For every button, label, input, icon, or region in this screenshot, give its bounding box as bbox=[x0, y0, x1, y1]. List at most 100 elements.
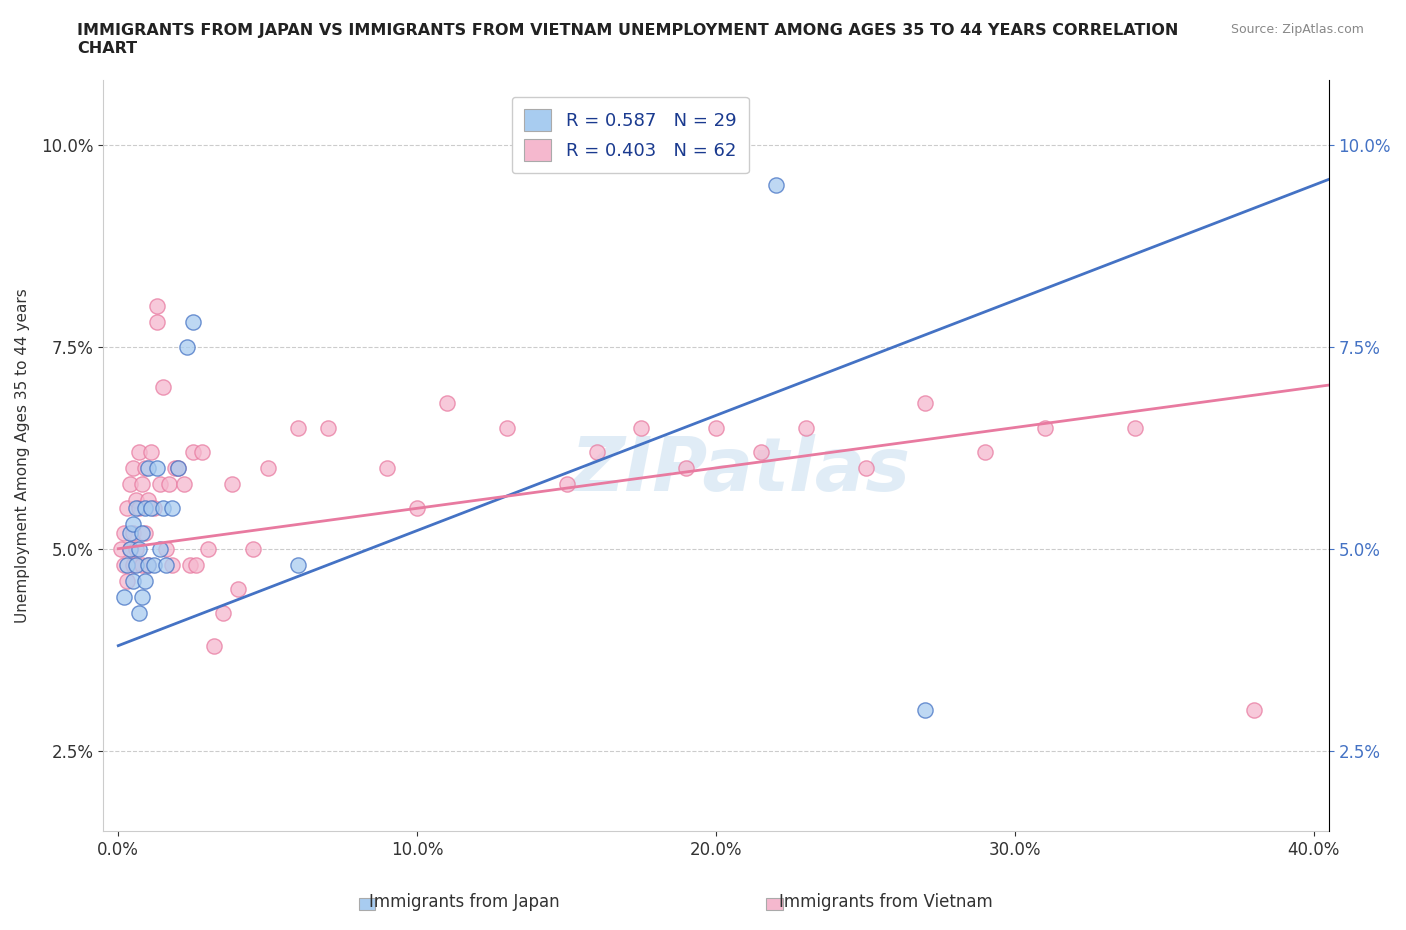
Point bbox=[125, 501, 148, 516]
Point bbox=[120, 541, 142, 556]
Point bbox=[125, 557, 148, 572]
Point bbox=[197, 541, 219, 556]
Point bbox=[131, 590, 153, 604]
Point bbox=[160, 557, 183, 572]
Point bbox=[149, 541, 172, 556]
Point bbox=[226, 581, 249, 596]
Point bbox=[221, 477, 243, 492]
Point bbox=[131, 477, 153, 492]
Point bbox=[134, 460, 156, 475]
Point bbox=[120, 525, 142, 540]
Point bbox=[112, 590, 135, 604]
Point bbox=[212, 606, 235, 621]
Point bbox=[146, 315, 169, 330]
Text: Immigrants from Japan: Immigrants from Japan bbox=[368, 893, 560, 910]
Point bbox=[704, 420, 727, 435]
Point bbox=[131, 557, 153, 572]
Point bbox=[146, 299, 169, 313]
Point bbox=[152, 379, 174, 394]
Point bbox=[160, 501, 183, 516]
Point bbox=[675, 460, 697, 475]
Point bbox=[122, 525, 145, 540]
Point bbox=[256, 460, 278, 475]
FancyBboxPatch shape bbox=[766, 898, 783, 910]
Point bbox=[165, 460, 187, 475]
Point bbox=[134, 525, 156, 540]
Point bbox=[1123, 420, 1146, 435]
Point bbox=[112, 525, 135, 540]
Point bbox=[749, 445, 772, 459]
Point bbox=[143, 557, 166, 572]
Point bbox=[122, 517, 145, 532]
Point bbox=[117, 574, 139, 589]
Point bbox=[287, 420, 309, 435]
Point bbox=[794, 420, 817, 435]
Point bbox=[122, 574, 145, 589]
Point bbox=[181, 445, 204, 459]
Point bbox=[155, 541, 177, 556]
Point bbox=[143, 501, 166, 516]
Point bbox=[128, 541, 150, 556]
Point bbox=[1243, 703, 1265, 718]
Point bbox=[184, 557, 207, 572]
Point bbox=[914, 396, 936, 411]
Point bbox=[117, 557, 139, 572]
Point bbox=[136, 557, 159, 572]
Point bbox=[125, 493, 148, 508]
Point bbox=[112, 557, 135, 572]
Point bbox=[136, 557, 159, 572]
Text: Source: ZipAtlas.com: Source: ZipAtlas.com bbox=[1230, 23, 1364, 36]
Point bbox=[191, 445, 214, 459]
Point bbox=[122, 460, 145, 475]
Point bbox=[167, 460, 190, 475]
Y-axis label: Unemployment Among Ages 35 to 44 years: Unemployment Among Ages 35 to 44 years bbox=[15, 288, 30, 623]
Point bbox=[406, 501, 429, 516]
Point bbox=[117, 501, 139, 516]
Point bbox=[122, 557, 145, 572]
Point bbox=[136, 493, 159, 508]
Point bbox=[495, 420, 517, 435]
Point bbox=[555, 477, 578, 492]
Point bbox=[287, 557, 309, 572]
Point bbox=[914, 703, 936, 718]
Point bbox=[157, 477, 180, 492]
Point bbox=[316, 420, 339, 435]
Text: ZIPatlas: ZIPatlas bbox=[571, 434, 911, 508]
Point bbox=[120, 541, 142, 556]
Point bbox=[128, 501, 150, 516]
Point bbox=[125, 541, 148, 556]
Point bbox=[855, 460, 877, 475]
Point bbox=[242, 541, 264, 556]
Point bbox=[765, 178, 787, 193]
Text: IMMIGRANTS FROM JAPAN VS IMMIGRANTS FROM VIETNAM UNEMPLOYMENT AMONG AGES 35 TO 4: IMMIGRANTS FROM JAPAN VS IMMIGRANTS FROM… bbox=[77, 23, 1178, 56]
Point bbox=[141, 501, 163, 516]
Point bbox=[146, 460, 169, 475]
Point bbox=[181, 315, 204, 330]
Point bbox=[375, 460, 398, 475]
Point bbox=[155, 557, 177, 572]
Point bbox=[1033, 420, 1056, 435]
Point bbox=[149, 477, 172, 492]
Point bbox=[167, 460, 190, 475]
Point bbox=[585, 445, 607, 459]
Point bbox=[179, 557, 201, 572]
Legend: R = 0.587   N = 29, R = 0.403   N = 62: R = 0.587 N = 29, R = 0.403 N = 62 bbox=[512, 97, 749, 173]
Point bbox=[134, 501, 156, 516]
Point bbox=[173, 477, 195, 492]
Point bbox=[136, 460, 159, 475]
FancyBboxPatch shape bbox=[359, 898, 375, 910]
Point bbox=[110, 541, 132, 556]
Point bbox=[128, 606, 150, 621]
Point bbox=[152, 501, 174, 516]
Point bbox=[436, 396, 458, 411]
Point bbox=[176, 339, 198, 354]
Point bbox=[630, 420, 652, 435]
Text: Immigrants from Vietnam: Immigrants from Vietnam bbox=[779, 893, 993, 910]
Point bbox=[141, 445, 163, 459]
Point bbox=[974, 445, 997, 459]
Point bbox=[128, 445, 150, 459]
Point bbox=[202, 638, 225, 653]
Point bbox=[120, 477, 142, 492]
Point bbox=[131, 525, 153, 540]
Point bbox=[134, 574, 156, 589]
